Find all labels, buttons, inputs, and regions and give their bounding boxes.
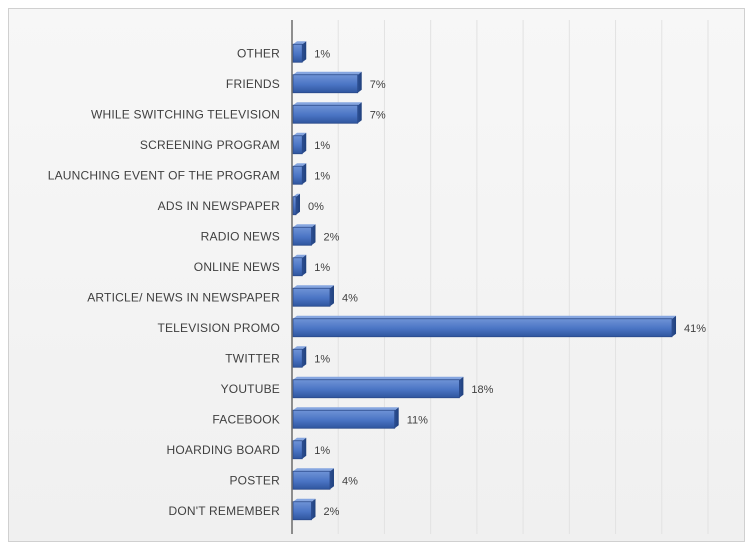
data-label: 2% <box>323 231 339 243</box>
bar <box>292 257 303 277</box>
bar-top <box>293 376 464 380</box>
bar-top <box>293 41 307 45</box>
bar <box>292 379 460 399</box>
data-label: 11% <box>407 414 428 426</box>
bar <box>292 287 331 307</box>
bar-top <box>293 437 307 441</box>
bar-top <box>293 346 307 350</box>
data-label: 1% <box>314 140 330 152</box>
bar <box>292 135 303 155</box>
bar <box>292 409 396 429</box>
bar-side <box>302 254 307 276</box>
category-label: FACEBOOK <box>212 412 280 426</box>
bar-side <box>311 224 316 246</box>
bar <box>292 440 303 460</box>
category-label: POSTER <box>229 473 280 487</box>
category-label: HOARDING BOARD <box>167 443 281 457</box>
category-label: ONLINE NEWS <box>194 260 280 274</box>
data-label: 0% <box>308 201 324 213</box>
data-label: 2% <box>323 506 339 518</box>
bar <box>292 165 303 185</box>
bar-top <box>293 193 300 197</box>
data-label: 1% <box>314 48 330 60</box>
data-label: 4% <box>342 292 358 304</box>
gridlines <box>337 20 709 534</box>
bar-top <box>293 102 362 106</box>
data-label: 7% <box>370 79 386 91</box>
bar-side <box>302 132 307 154</box>
bar-top <box>293 132 307 136</box>
data-labels: 1% 7% 7% 1% 1% 0% 2% 1% 4% 41% 1% 18% 11% 1% 4% 2% <box>308 48 706 518</box>
bar <box>292 348 303 368</box>
category-label: ADS IN NEWSPAPER <box>158 199 280 213</box>
category-label: TWITTER <box>225 351 280 365</box>
bar <box>292 74 359 94</box>
data-label: 7% <box>370 109 386 121</box>
data-label: 1% <box>314 445 330 457</box>
bar-top <box>293 285 334 289</box>
bar-side <box>296 193 300 215</box>
data-label: 18% <box>471 384 493 396</box>
bar-top <box>293 254 307 258</box>
bar <box>292 226 312 246</box>
bar-top <box>293 163 307 167</box>
category-label: OTHER <box>237 46 280 60</box>
category-label: TELEVISION PROMO <box>157 321 280 335</box>
bar-side <box>672 315 677 337</box>
category-label: LAUNCHING EVENT OF THE PROGRAM <box>48 168 280 182</box>
bar-top <box>293 468 334 472</box>
bar-side <box>459 376 464 398</box>
bar <box>292 196 297 216</box>
data-label: 1% <box>314 353 330 365</box>
category-label: DON'T REMEMBER <box>168 504 280 518</box>
bar <box>292 318 673 338</box>
bar-top <box>293 71 362 75</box>
bar-chart: OTHER FRIENDS WHILE SWITCHING TELEVISION SC… <box>48 20 709 534</box>
category-label: WHILE SWITCHING TELEVISION <box>91 107 280 121</box>
category-label: SCREENING PROGRAM <box>140 138 280 152</box>
chart-area <box>8 8 745 542</box>
bar-side <box>302 41 307 63</box>
bar-top <box>293 315 677 319</box>
bar <box>292 470 331 490</box>
category-label: FRIENDS <box>226 77 280 91</box>
bar-top <box>293 224 316 228</box>
bar-side <box>302 346 307 368</box>
bar-side <box>302 163 307 185</box>
data-label: 4% <box>342 475 358 487</box>
bar-side <box>302 437 307 459</box>
bar-top <box>293 498 316 502</box>
bars <box>292 41 677 521</box>
bar-side <box>394 407 399 429</box>
bar-side <box>329 285 334 307</box>
bar-top <box>293 407 399 411</box>
bar <box>292 43 303 63</box>
bar-side <box>357 102 362 124</box>
data-label: 1% <box>314 262 330 274</box>
data-label: 1% <box>314 170 330 182</box>
category-label: YOUTUBE <box>221 382 280 396</box>
bar <box>292 104 359 124</box>
data-label: 41% <box>684 323 706 335</box>
category-label: ARTICLE/ NEWS IN NEWSPAPER <box>87 290 280 304</box>
category-labels: OTHER FRIENDS WHILE SWITCHING TELEVISION SC… <box>48 46 280 518</box>
bar-side <box>329 468 334 490</box>
category-label: RADIO NEWS <box>201 229 280 243</box>
bar-side <box>357 71 362 93</box>
bar-side <box>311 498 316 520</box>
bar <box>292 501 312 521</box>
